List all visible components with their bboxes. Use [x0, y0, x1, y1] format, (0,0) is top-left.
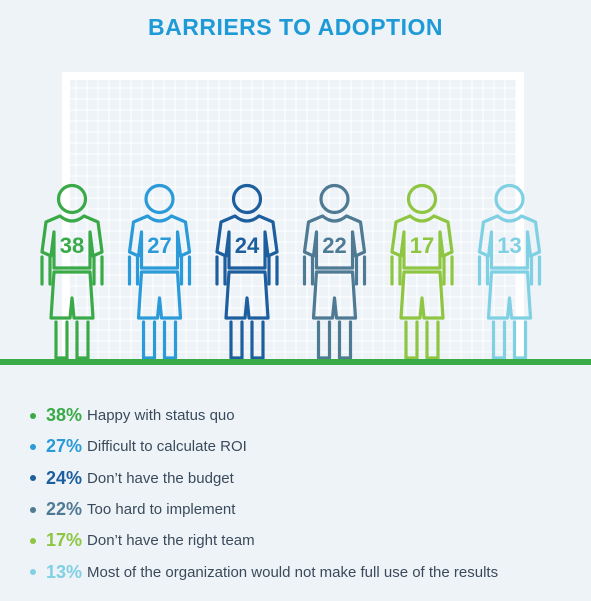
legend-dot: [30, 537, 36, 544]
legend-item: 22% Too hard to implement: [30, 494, 498, 525]
legend-value: 13%: [46, 561, 83, 582]
legend-dot: [30, 569, 36, 576]
legend-value: 38%: [46, 405, 83, 426]
legend-label: Most of the organization would not make …: [87, 563, 499, 581]
legend-label: Don’t have the right team: [87, 532, 255, 550]
legend-label: Too hard to implement: [87, 501, 236, 519]
legend-item: 38% Happy with status quo: [30, 400, 498, 431]
player-number-3: 24: [235, 233, 260, 258]
legend-label: Don’t have the budget: [87, 469, 234, 487]
legend: 38% Happy with status quo 27% Difficult to …: [30, 400, 498, 588]
legend-item: 13% Most of the organization would not ma…: [30, 556, 498, 587]
legend-value: 24%: [46, 467, 83, 488]
legend-dot: [30, 412, 36, 419]
legend-item: 27% Difficult to calculate ROI: [30, 431, 498, 462]
legend-value: 17%: [46, 530, 83, 551]
player-number-2: 27: [147, 233, 171, 258]
player-number-4: 22: [322, 233, 346, 258]
player-3: 24: [215, 183, 279, 360]
legend-value: 27%: [46, 436, 83, 457]
player-2: 27: [127, 183, 192, 360]
player-1: 38: [40, 183, 104, 360]
players: 38 27 24 22 17 13: [40, 183, 542, 360]
player-number-6: 13: [497, 233, 521, 258]
legend-value: 22%: [46, 499, 83, 520]
player-4: 22: [302, 183, 367, 360]
player-5: 17: [390, 183, 454, 360]
goal-scene: 38 27 24 22 17 13: [0, 72, 591, 365]
ground-line: [0, 359, 591, 365]
player-number-5: 17: [410, 233, 434, 258]
player-6: 13: [477, 183, 542, 360]
legend-dot: [30, 443, 36, 450]
chart-title: BARRIERS TO ADOPTION: [148, 14, 443, 40]
goal-net: [62, 72, 524, 362]
legend-label: Happy with status quo: [87, 407, 235, 425]
legend-dot: [30, 475, 36, 482]
legend-item: 17% Don’t have the right team: [30, 525, 498, 556]
legend-dot: [30, 506, 36, 513]
player-number-1: 38: [60, 233, 84, 258]
legend-label: Difficult to calculate ROI: [87, 438, 247, 456]
legend-item: 24% Don’t have the budget: [30, 463, 498, 494]
